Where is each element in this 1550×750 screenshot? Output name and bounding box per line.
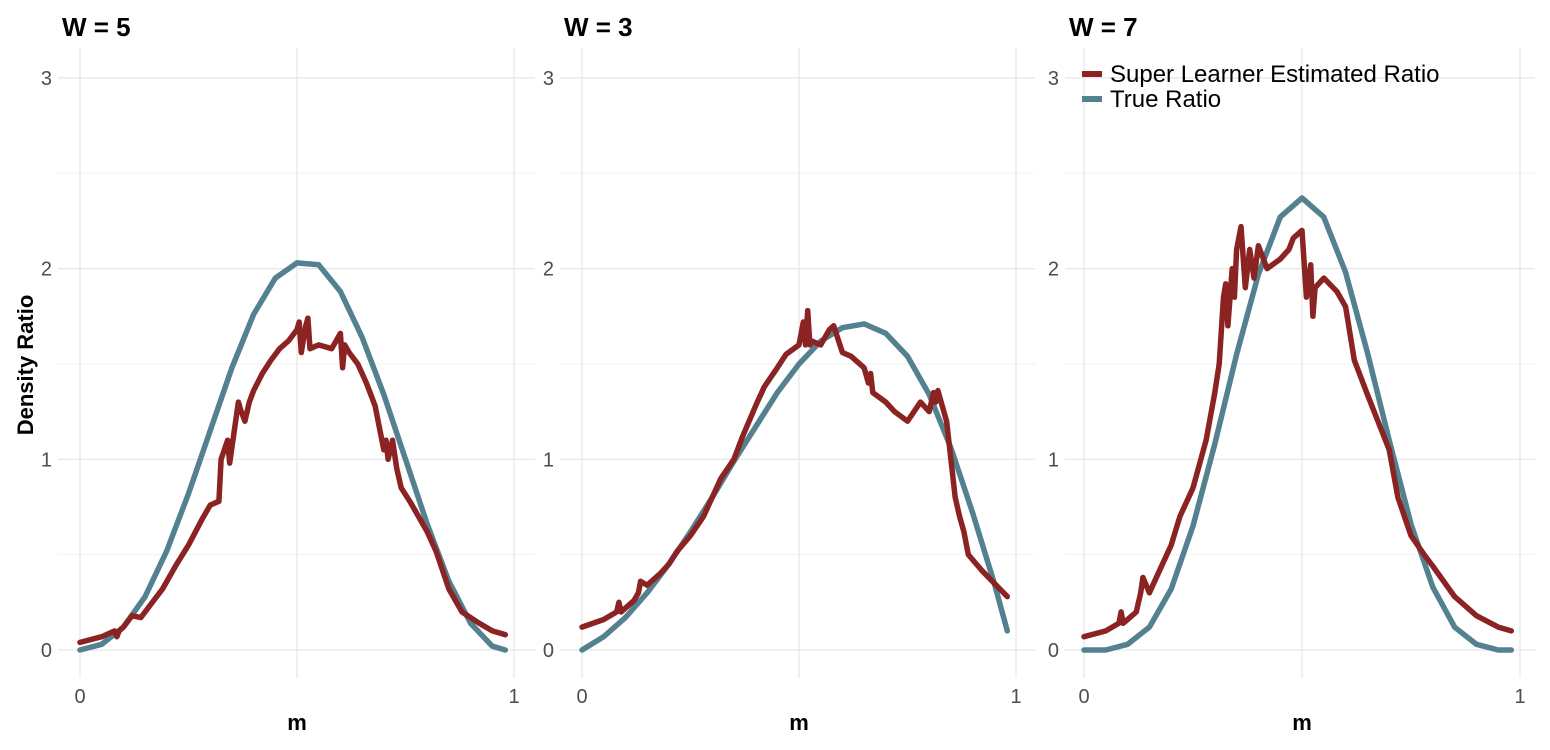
series-super-learner (77, 315, 509, 646)
legend-label: True Ratio (1110, 86, 1221, 113)
panels: 0 1 2 3 0 1 m W = 5 0 1 2 3 0 1 m W = 3 0 1 2 3 0 1 m W = 7 (41, 12, 1535, 735)
x-axis-title: m (1292, 710, 1312, 735)
y-tick-label: 0 (543, 640, 554, 662)
panel-title: W = 5 (62, 12, 131, 42)
legend-label: Super Learner Estimated Ratio (1110, 61, 1440, 88)
x-tick-label: 0 (1078, 686, 1089, 708)
x-tick-label: 1 (508, 686, 519, 708)
y-tick-label: 2 (1048, 259, 1059, 281)
x-tick-label: 1 (1010, 686, 1021, 708)
x-axis-title: m (287, 710, 307, 735)
series-true-ratio (1081, 195, 1515, 653)
y-axis-title: Density Ratio (13, 295, 38, 436)
panel-3: 0 1 2 3 0 1 m W = 7 (1048, 12, 1535, 735)
y-tick-label: 2 (41, 259, 52, 281)
y-tick-label: 3 (543, 68, 554, 90)
y-tick-label: 2 (543, 259, 554, 281)
panel-title: W = 7 (1069, 12, 1138, 42)
y-tick-label: 1 (1048, 449, 1059, 471)
panel-1: 0 1 2 3 0 1 m W = 5 (41, 12, 535, 735)
y-tick-label: 1 (41, 449, 52, 471)
y-tick-label: 3 (1048, 68, 1059, 90)
series-true-ratio (579, 321, 1011, 653)
series-super-learner (1081, 223, 1515, 640)
y-tick-label: 0 (1048, 640, 1059, 662)
y-tick-label: 1 (543, 449, 554, 471)
x-tick-label: 0 (576, 686, 587, 708)
x-tick-label: 1 (1514, 686, 1525, 708)
panel-2: 0 1 2 3 0 1 m W = 3 (543, 12, 1035, 735)
panel-title: W = 3 (564, 12, 633, 42)
y-tick-label: 0 (41, 640, 52, 662)
x-tick-label: 0 (74, 686, 85, 708)
y-tick-label: 3 (41, 68, 52, 90)
series-true-ratio (77, 260, 509, 653)
x-axis-title: m (789, 710, 809, 735)
series-super-learner (579, 307, 1011, 630)
